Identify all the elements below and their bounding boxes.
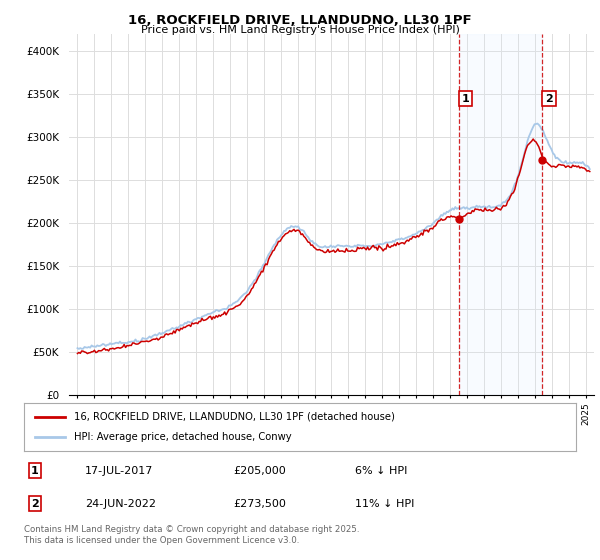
Text: 1: 1 [31,465,39,475]
Text: 11% ↓ HPI: 11% ↓ HPI [355,499,415,509]
Text: 2: 2 [545,94,553,104]
Text: 16, ROCKFIELD DRIVE, LLANDUDNO, LL30 1PF (detached house): 16, ROCKFIELD DRIVE, LLANDUDNO, LL30 1PF… [74,412,395,422]
Text: 6% ↓ HPI: 6% ↓ HPI [355,465,407,475]
Text: 16, ROCKFIELD DRIVE, LLANDUDNO, LL30 1PF: 16, ROCKFIELD DRIVE, LLANDUDNO, LL30 1PF [128,14,472,27]
Text: HPI: Average price, detached house, Conwy: HPI: Average price, detached house, Conw… [74,432,292,442]
Text: 24-JUN-2022: 24-JUN-2022 [85,499,156,509]
Text: 1: 1 [462,94,470,104]
Text: Price paid vs. HM Land Registry's House Price Index (HPI): Price paid vs. HM Land Registry's House … [140,25,460,35]
Text: £273,500: £273,500 [234,499,287,509]
Text: 2: 2 [31,499,39,509]
Text: 17-JUL-2017: 17-JUL-2017 [85,465,153,475]
Text: £205,000: £205,000 [234,465,287,475]
Bar [459,34,542,395]
Text: Contains HM Land Registry data © Crown copyright and database right 2025.
This d: Contains HM Land Registry data © Crown c… [24,525,359,545]
